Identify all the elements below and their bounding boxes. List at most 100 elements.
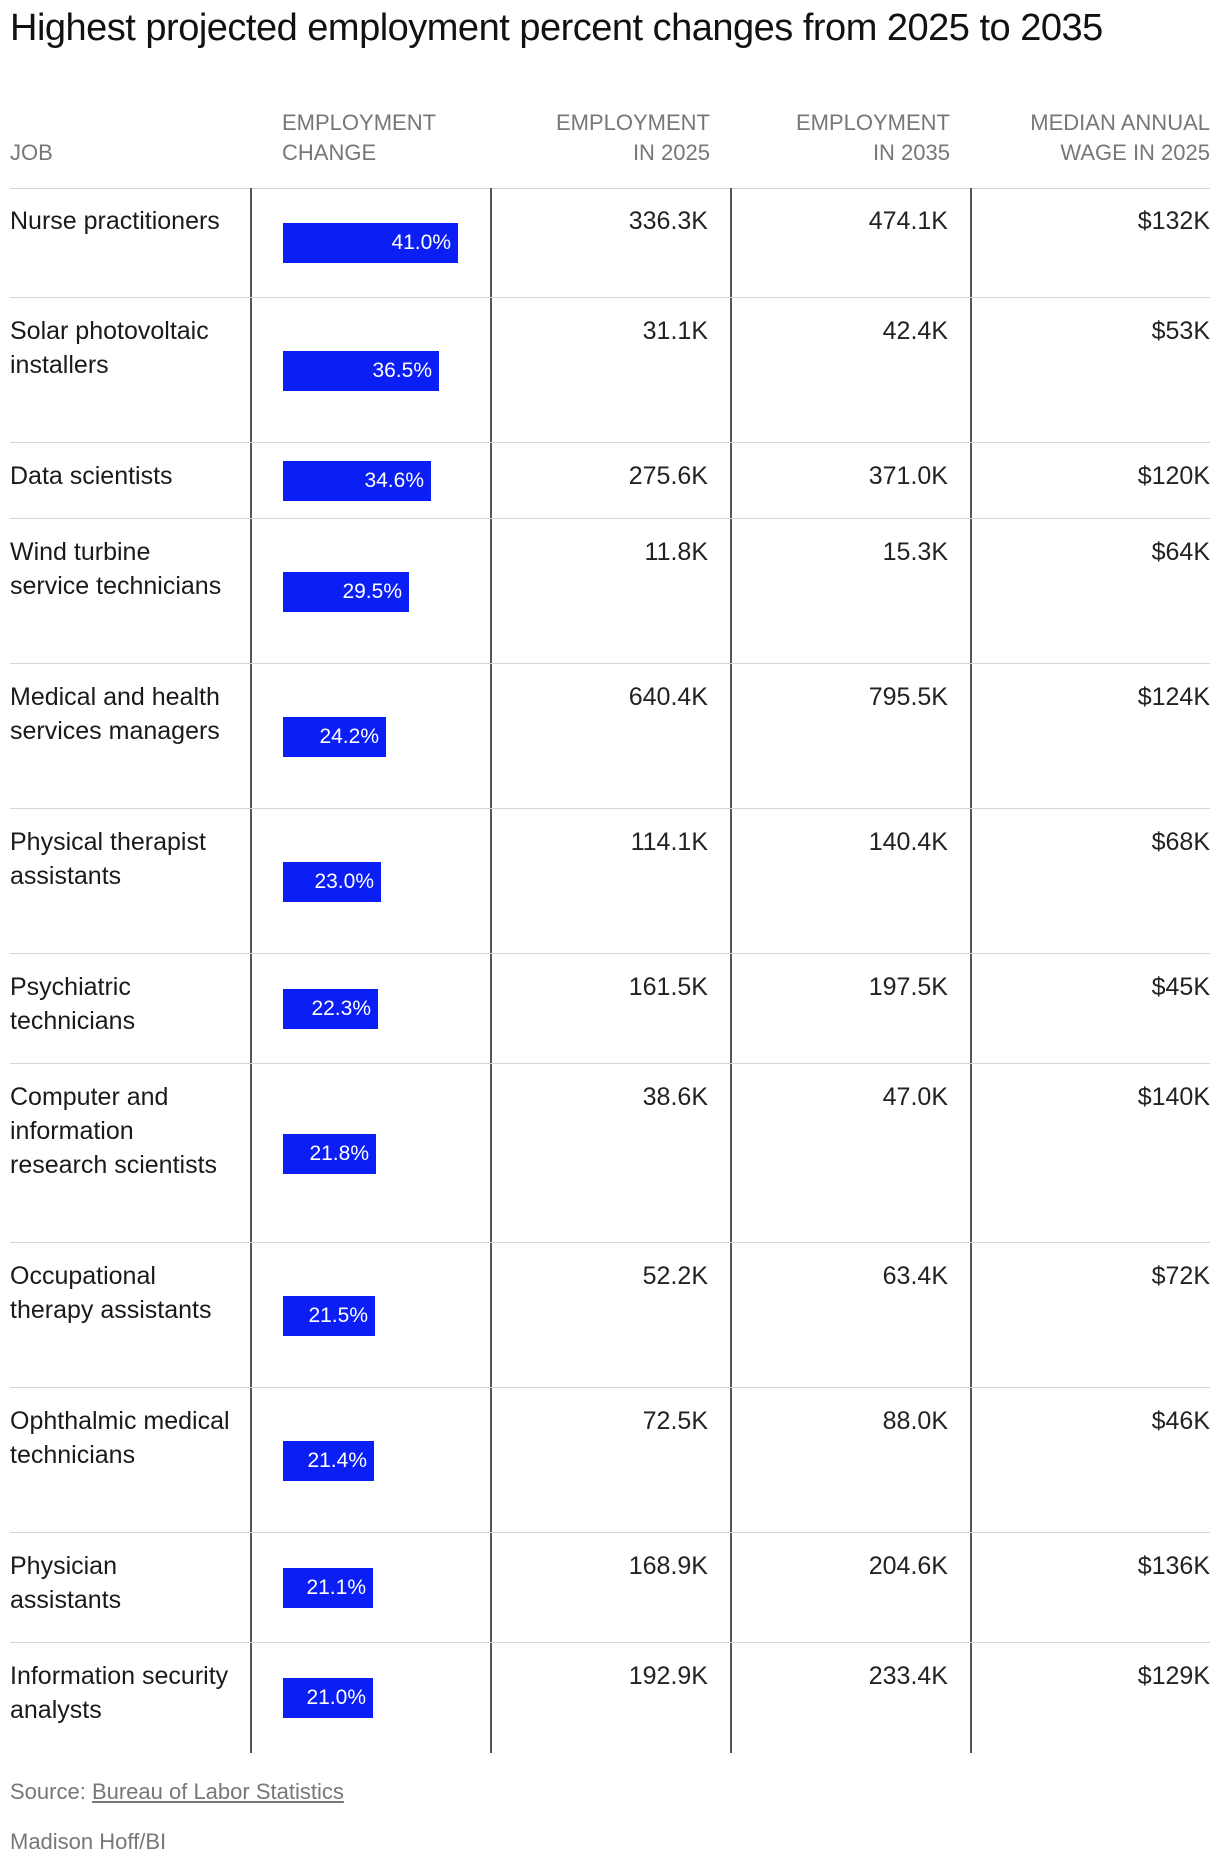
column-divider <box>970 1643 972 1753</box>
employment-2025-value: 640.4K <box>628 683 708 711</box>
column-divider <box>250 188 252 297</box>
median-wage-value: $132K <box>1137 207 1210 235</box>
source-link[interactable]: Bureau of Labor Statistics <box>91 1779 344 1804</box>
column-divider <box>970 954 972 1063</box>
column-divider <box>490 1388 492 1532</box>
job-name: Physician assistants <box>10 1552 122 1614</box>
median-wage-value: $45K <box>1151 973 1210 1001</box>
column-divider <box>250 443 252 518</box>
employment-2035-value: 371.0K <box>868 462 948 490</box>
column-divider <box>730 1388 732 1532</box>
median-wage-value: $72K <box>1151 1262 1210 1290</box>
employment-2035-value: 47.0K <box>882 1083 948 1111</box>
table-row: Solar photovoltaic installers 36.5% 31.1K 4… <box>10 298 1210 443</box>
column-divider <box>970 1533 972 1642</box>
header-label-line: EMPLOYMENT <box>555 110 710 135</box>
column-divider <box>970 298 972 442</box>
employment-change-bar: 23.0% <box>283 862 381 902</box>
column-divider <box>730 298 732 442</box>
table-row: Wind turbine service technicians 29.5% 11.… <box>10 519 1210 664</box>
median-wage-value: $53K <box>1151 317 1210 345</box>
column-divider <box>250 298 252 442</box>
column-divider <box>490 954 492 1063</box>
column-divider <box>490 519 492 663</box>
table-header: JOB EMPLOYMENT CHANGE EMPLOYMENT IN 2025… <box>10 110 1210 189</box>
column-divider <box>730 1243 732 1387</box>
employment-2035-value: 795.5K <box>868 683 948 711</box>
table-row: Ophthalmic medical technicians 21.4% 72.5K… <box>10 1388 1210 1533</box>
employment-change-label: 22.3% <box>311 997 371 1020</box>
column-divider <box>970 664 972 808</box>
column-divider <box>970 1388 972 1532</box>
employment-change-label: 21.0% <box>306 1686 366 1709</box>
column-divider <box>970 188 972 297</box>
header-label-line: CHANGE <box>282 140 377 165</box>
employment-change-label: 21.5% <box>308 1304 368 1327</box>
column-divider <box>490 1643 492 1753</box>
header-employment-2035: EMPLOYMENT IN 2035 <box>720 108 950 168</box>
header-job-label: JOB <box>10 140 53 165</box>
column-divider <box>490 809 492 953</box>
header-label-line: IN 2035 <box>872 140 950 165</box>
employment-change-label: 21.8% <box>309 1142 369 1165</box>
column-divider <box>970 519 972 663</box>
median-wage-value: $140K <box>1137 1083 1210 1111</box>
column-divider <box>730 954 732 1063</box>
table-row: Nurse practitioners 41.0% 336.3K 474.1K $132… <box>10 188 1210 298</box>
column-divider <box>250 664 252 808</box>
employment-2035-value: 42.4K <box>882 317 948 345</box>
employment-2025-value: 11.8K <box>644 538 708 566</box>
employment-change-bar: 36.5% <box>283 351 439 391</box>
table-body: Nurse practitioners 41.0% 336.3K 474.1K $132… <box>10 188 1210 1753</box>
column-divider <box>970 1243 972 1387</box>
table-row: Data scientists 34.6% 275.6K 371.0K $120K <box>10 443 1210 519</box>
employment-2035-value: 15.3K <box>882 538 948 566</box>
column-divider <box>250 954 252 1063</box>
employment-2025-value: 275.6K <box>628 462 708 490</box>
median-wage-value: $68K <box>1151 828 1210 856</box>
job-name: Computer and information research scient… <box>10 1083 218 1179</box>
source-prefix: Source: <box>10 1779 92 1804</box>
column-divider <box>490 298 492 442</box>
header-label-line: EMPLOYMENT <box>795 110 950 135</box>
job-name: Medical and health services managers <box>10 683 220 745</box>
table-row: Medical and health services managers 24.2… <box>10 664 1210 809</box>
employment-2025-value: 52.2K <box>642 1262 708 1290</box>
median-wage-value: $136K <box>1137 1552 1210 1580</box>
employment-2025-value: 192.9K <box>628 1662 708 1690</box>
table-row: Information security analysts 21.0% 192.9K… <box>10 1643 1210 1753</box>
column-divider <box>730 443 732 518</box>
job-name: Information security analysts <box>10 1662 229 1724</box>
employment-change-bar: 22.3% <box>283 989 378 1029</box>
column-divider <box>250 1064 252 1242</box>
table-row: Physical therapist assistants 23.0% 114.1K… <box>10 809 1210 954</box>
header-label-line: MEDIAN ANNUAL <box>1030 110 1210 135</box>
employment-change-bar: 21.1% <box>283 1568 373 1608</box>
employment-change-bar: 29.5% <box>283 572 409 612</box>
employment-2025-value: 31.1K <box>642 317 708 345</box>
employment-change-bar: 41.0% <box>283 223 458 263</box>
column-divider <box>250 809 252 953</box>
source-note: Source: Bureau of Labor Statistics <box>10 1779 344 1805</box>
employment-change-label: 23.0% <box>314 870 374 893</box>
column-divider <box>730 664 732 808</box>
table-row: Physician assistants 21.1% 168.9K 204.6K $13… <box>10 1533 1210 1643</box>
header-median-wage: MEDIAN ANNUAL WAGE IN 2025 <box>960 108 1210 168</box>
employment-change-label: 36.5% <box>372 359 432 382</box>
header-label-line: IN 2025 <box>632 140 710 165</box>
column-divider <box>250 1643 252 1753</box>
employment-change-label: 24.2% <box>319 725 379 748</box>
employment-change-bar: 34.6% <box>283 461 431 501</box>
credit-line: Madison Hoff/BI <box>10 1829 167 1854</box>
column-divider <box>730 188 732 297</box>
column-divider <box>970 809 972 953</box>
column-divider <box>730 1533 732 1642</box>
column-divider <box>490 1243 492 1387</box>
employment-2035-value: 197.5K <box>868 973 948 1001</box>
median-wage-value: $120K <box>1137 462 1210 490</box>
employment-2035-value: 233.4K <box>868 1662 948 1690</box>
job-name: Wind turbine service technicians <box>10 538 222 600</box>
column-divider <box>490 1533 492 1642</box>
column-divider <box>250 519 252 663</box>
job-name: Data scientists <box>10 462 173 490</box>
